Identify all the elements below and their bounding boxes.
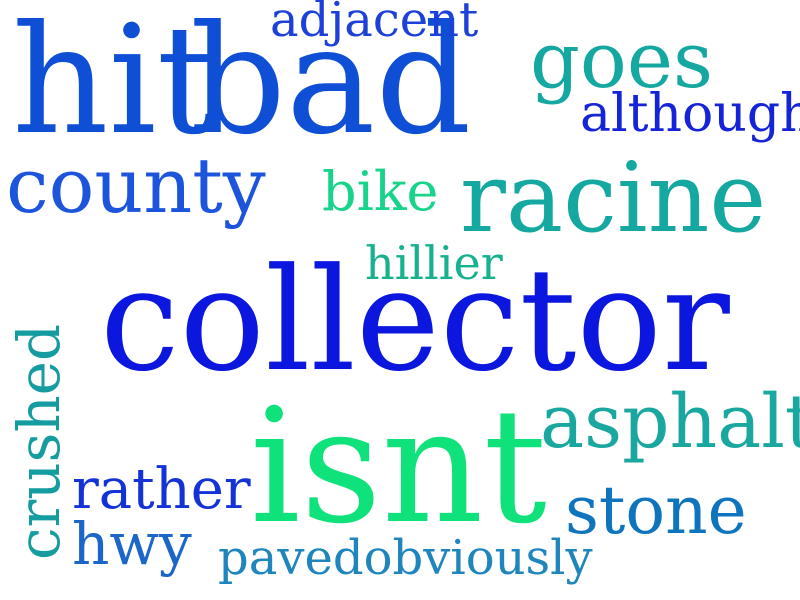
word-bad: bad — [190, 0, 472, 168]
word-county: county — [6, 141, 266, 230]
word-hwy: hwy — [72, 510, 192, 578]
word-hit: hit — [12, 0, 217, 168]
word-crushed: crushed — [5, 323, 73, 560]
word-pavedobviously: pavedobviously — [218, 530, 593, 586]
word-although: although — [580, 84, 800, 144]
word-asphalt: asphalt — [540, 379, 800, 465]
word-bike: bike — [322, 160, 439, 223]
word-hillier: hillier — [365, 236, 503, 290]
word-goes: goes — [530, 16, 714, 106]
word-isnt: isnt — [250, 375, 547, 559]
word-collector: collector — [100, 238, 730, 403]
word-adjacent: adjacent — [270, 0, 479, 48]
word-stone: stone — [565, 472, 747, 549]
word-rather: rather — [72, 457, 251, 522]
word-racine: racine — [460, 142, 767, 254]
